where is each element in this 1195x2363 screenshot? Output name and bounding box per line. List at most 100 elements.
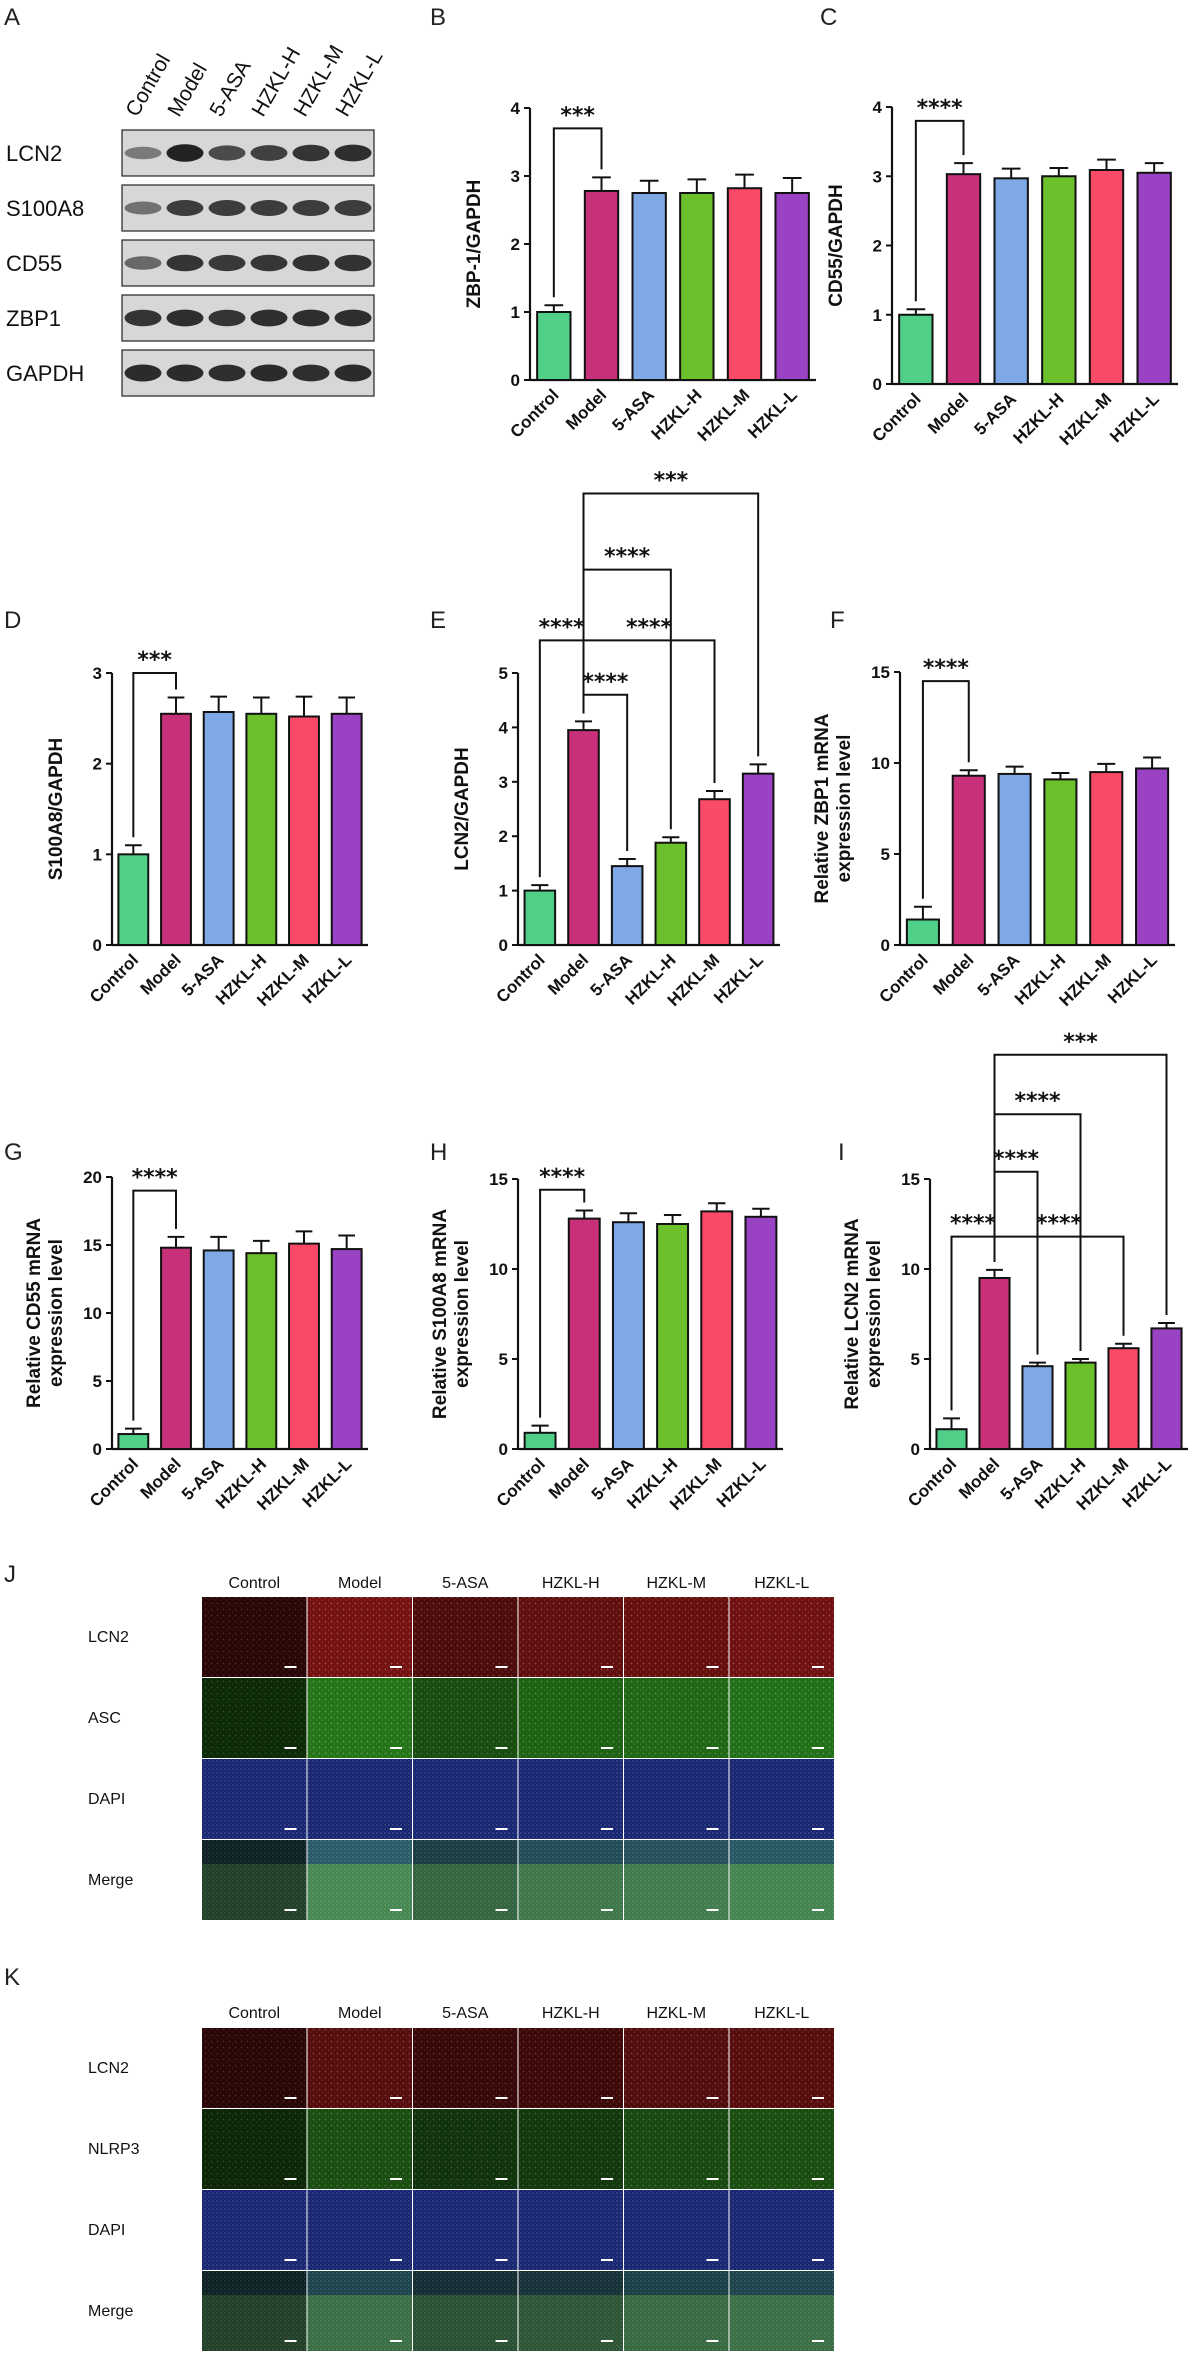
significance-label: **** [539, 1165, 586, 1190]
y-axis-label: CD55/GAPDH [826, 184, 847, 306]
y-tick-label: 5 [93, 1372, 102, 1391]
x-tick-label: HZKL-L [1106, 389, 1163, 446]
blot-band [250, 364, 288, 382]
if-texture [307, 2109, 412, 2189]
blot-band [292, 364, 330, 382]
blot-strip [121, 239, 375, 287]
y-tick-label: 5 [499, 664, 508, 683]
bar-5-asa [993, 177, 1029, 385]
if-texture [307, 1678, 412, 1758]
if-texture [624, 1597, 729, 1677]
blot-band [166, 364, 204, 382]
significance-label: **** [132, 1166, 179, 1191]
bar-hzkl-m [1089, 771, 1124, 946]
blot-band [208, 364, 246, 382]
x-tick-label: Control [493, 1454, 549, 1510]
if-texture [307, 1759, 412, 1839]
bar-model [567, 1217, 601, 1450]
y-tick-label: 3 [93, 664, 102, 683]
significance-label: **** [917, 96, 964, 121]
bar-hzkl-h [245, 712, 278, 946]
y-tick-label: 10 [901, 1260, 920, 1279]
y-axis-label: expression level [864, 1240, 885, 1388]
blot-band [250, 309, 288, 327]
significance-label: **** [539, 615, 586, 640]
y-axis-label: Relative CD55 mRNA [24, 1218, 45, 1408]
y-tick-label: 15 [901, 1170, 920, 1189]
if-texture [729, 2271, 834, 2351]
x-tick-label: Control [506, 385, 562, 441]
blot-band [166, 309, 204, 327]
panel-letter-k: K [4, 1964, 20, 1991]
if-column-label: Control [228, 2005, 280, 2022]
if-texture [307, 1840, 412, 1920]
if-merge-overlay [624, 1864, 729, 1920]
if-column-label: HZKL-L [754, 2005, 809, 2022]
y-tick-label: 0 [499, 936, 508, 955]
blot-band [292, 254, 330, 272]
blot-strip [121, 349, 375, 397]
chart-d: 0123S100A8/GAPDHControlModel5-ASAHZKL-HH… [46, 648, 368, 1010]
if-column-label: 5-ASA [442, 1575, 489, 1592]
bar-5-asa [610, 865, 644, 946]
y-tick-label: 1 [93, 845, 102, 864]
if-texture [202, 1840, 307, 1920]
if-merge-overlay [413, 1864, 518, 1920]
blot-lane-label: 5-ASA [205, 56, 255, 120]
if-row-label: LCN2 [88, 1629, 129, 1646]
if-texture [518, 1759, 623, 1839]
if-merge-overlay [518, 2295, 623, 2351]
blot-row-label: S100A8 [6, 196, 84, 221]
y-tick-label: 20 [83, 1168, 102, 1187]
if-row-label: NLRP3 [88, 2141, 140, 2158]
blot-band [334, 144, 372, 162]
x-tick-label: Model [924, 389, 972, 437]
if-texture [729, 1597, 834, 1677]
bar-hzkl-h [1064, 1361, 1097, 1450]
blot-band [124, 201, 162, 215]
bar-model [951, 774, 986, 946]
if-texture [729, 2109, 834, 2189]
significance-label: **** [1014, 1089, 1061, 1114]
chart-e: 012345LCN2/GAPDHControlModel5-ASAHZKL-HH… [452, 468, 780, 1010]
y-tick-label: 4 [499, 718, 509, 737]
if-texture [413, 2190, 518, 2270]
bar-hzkl-m [1088, 169, 1125, 385]
y-tick-label: 3 [873, 167, 882, 186]
western-blot: ControlModel5-ASAHZKL-HHZKL-MHZKL-LLCN2S… [6, 41, 388, 397]
y-tick-label: 0 [499, 1440, 508, 1459]
panel-letter-j: J [4, 1561, 16, 1588]
panel-letter-d: D [4, 607, 21, 634]
x-tick-label: Control [86, 1454, 142, 1510]
blot-band [334, 200, 372, 216]
if-column-label: HZKL-L [754, 1575, 809, 1592]
y-axis-label: LCN2/GAPDH [452, 747, 473, 871]
y-tick-label: 4 [873, 98, 883, 117]
blot-band [208, 200, 246, 216]
y-axis-label: ZBP-1/GAPDH [464, 180, 485, 309]
bar-5-asa [202, 1249, 235, 1450]
if-texture [518, 1678, 623, 1758]
significance-bracket [582, 492, 760, 757]
if-column-label: 5-ASA [442, 2005, 489, 2022]
bar-hzkl-h [656, 1223, 690, 1450]
blot-band [250, 145, 288, 161]
bar-hzkl-m [288, 1242, 320, 1451]
x-tick-label: Model [545, 1454, 593, 1502]
significance-bracket [993, 1235, 1125, 1336]
blot-band [208, 254, 246, 272]
significance-label: **** [604, 545, 651, 570]
bar-control [523, 889, 557, 946]
bar-hzkl-l [330, 1248, 363, 1450]
if-texture [413, 1759, 518, 1839]
bar-hzkl-m [700, 1210, 734, 1451]
if-column-label: Model [338, 1575, 382, 1592]
y-tick-label: 0 [873, 375, 882, 394]
blot-band [292, 200, 330, 216]
if-row-label: ASC [88, 1710, 121, 1727]
x-tick-label: Control [868, 389, 924, 445]
bar-model [583, 189, 620, 381]
blot-band [124, 309, 162, 327]
